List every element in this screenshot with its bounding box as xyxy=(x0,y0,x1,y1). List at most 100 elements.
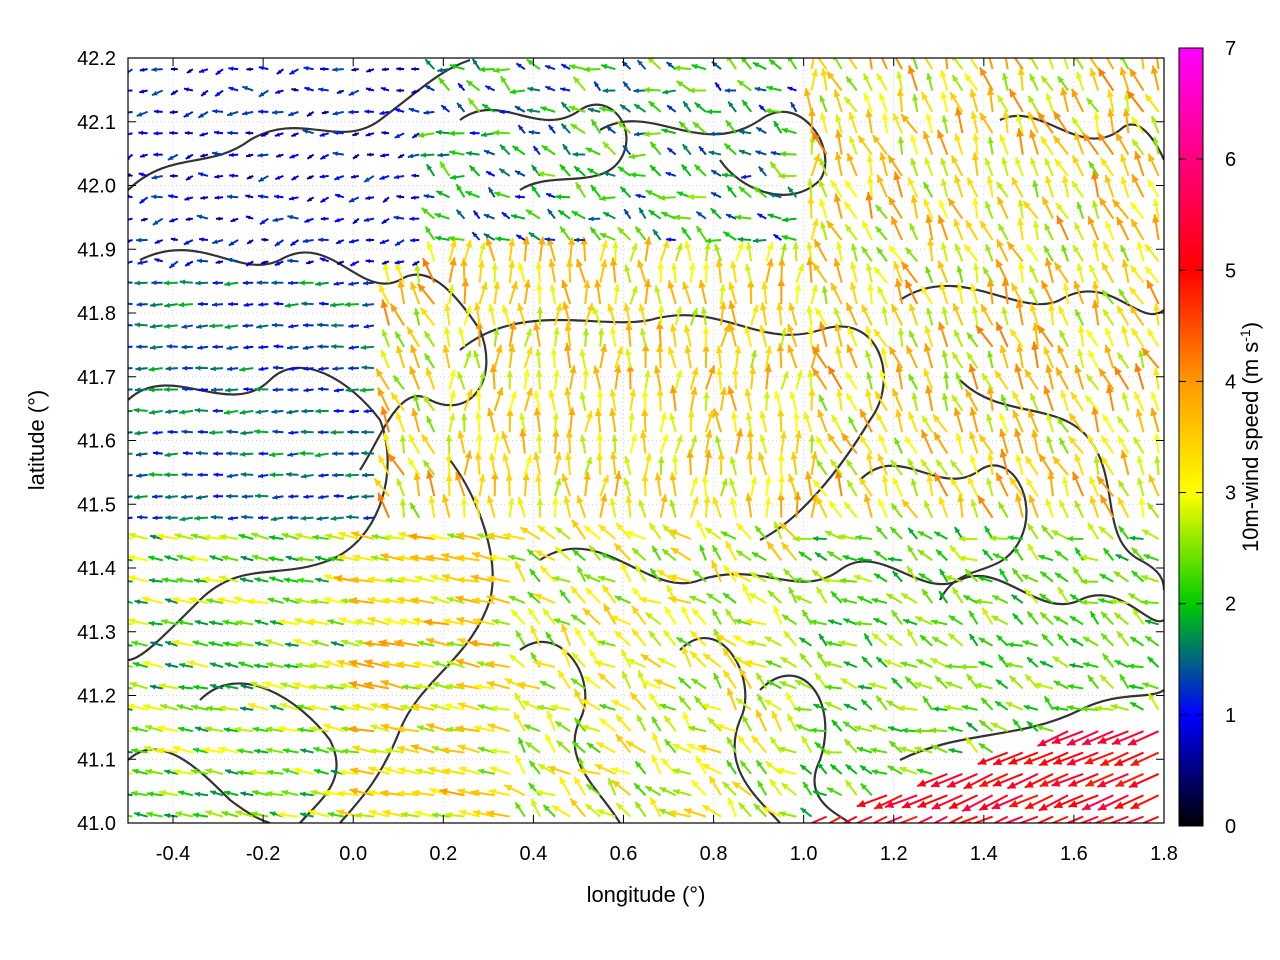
wind-arrow xyxy=(610,699,631,711)
wind-arrow xyxy=(136,473,148,478)
wind-arrow xyxy=(235,619,254,626)
wind-arrow xyxy=(954,107,964,134)
wind-arrow xyxy=(227,515,239,521)
wind-arrow xyxy=(843,660,858,669)
wind-arrow xyxy=(410,195,420,200)
wind-arrow xyxy=(208,620,224,626)
wind-arrow xyxy=(584,456,592,476)
wind-arrow xyxy=(1077,325,1085,347)
wind-arrow xyxy=(1116,216,1130,241)
wind-arrow xyxy=(674,434,683,454)
wind-arrow xyxy=(363,408,375,414)
wind-arrow xyxy=(381,260,390,265)
wind-arrow xyxy=(422,395,436,412)
wind-arrow xyxy=(427,766,450,775)
wind-arrow xyxy=(924,325,934,348)
wind-arrow xyxy=(764,475,772,497)
wind-arrow xyxy=(853,574,873,583)
wind-arrow xyxy=(128,793,133,797)
wind-arrow xyxy=(936,129,949,155)
wind-arrow xyxy=(455,471,466,497)
wind-arrow xyxy=(332,110,344,116)
wind-arrow xyxy=(726,736,737,754)
wind-arrow xyxy=(1068,772,1099,788)
wind-arrow xyxy=(215,259,224,265)
wind-arrow xyxy=(984,157,994,177)
wind-arrow xyxy=(234,810,254,818)
wind-arrow xyxy=(787,344,798,369)
wind-arrow xyxy=(181,386,193,392)
wind-arrow xyxy=(629,172,646,178)
wind-arrow xyxy=(163,323,178,329)
wind-arrow xyxy=(925,266,934,284)
wind-arrow xyxy=(704,409,714,433)
colorbar-label: 10m-wind speed (m s-1) xyxy=(1237,322,1263,552)
wind-arrow xyxy=(226,450,239,456)
wind-arrow xyxy=(966,351,979,369)
wind-arrow xyxy=(1074,453,1085,476)
wind-arrow xyxy=(332,67,344,73)
wind-arrow xyxy=(576,258,587,284)
wind-arrow xyxy=(411,173,420,178)
wind-arrow xyxy=(226,493,239,499)
wind-arrow xyxy=(1094,705,1114,712)
wind-arrow xyxy=(735,522,752,540)
wind-arrow xyxy=(615,522,632,540)
wind-arrow xyxy=(350,174,360,179)
wind-arrow xyxy=(254,641,269,647)
wind-arrow xyxy=(1081,706,1099,713)
wind-arrow xyxy=(614,364,622,390)
wind-arrow xyxy=(548,389,556,412)
wind-arrow xyxy=(569,365,577,390)
wind-arrow xyxy=(1084,394,1100,412)
wind-arrow xyxy=(214,174,224,179)
wind-arrow xyxy=(442,494,451,518)
wind-arrow xyxy=(1127,592,1145,604)
wind-arrow xyxy=(1030,157,1039,177)
wind-arrow xyxy=(411,407,421,433)
wind-arrow xyxy=(128,644,133,647)
wind-arrow xyxy=(270,516,284,522)
wind-arrow xyxy=(930,619,948,626)
wind-arrow xyxy=(1032,322,1040,347)
wind-arrow xyxy=(149,344,163,351)
wind-arrow xyxy=(400,704,420,711)
wind-arrow xyxy=(456,554,480,562)
wind-arrow xyxy=(167,153,179,161)
wind-arrow xyxy=(1045,175,1054,198)
wind-arrow xyxy=(648,630,662,647)
wind-arrow xyxy=(1074,364,1085,390)
wind-arrow xyxy=(506,370,513,390)
wind-arrow xyxy=(808,435,816,454)
wind-arrow xyxy=(274,239,284,247)
wind-arrow xyxy=(257,194,269,199)
wind-arrow xyxy=(809,619,827,626)
wind-arrow xyxy=(946,772,978,789)
wind-arrow xyxy=(758,452,768,476)
wind-arrow xyxy=(1071,155,1085,177)
wind-arrow xyxy=(152,217,164,226)
wind-arrow xyxy=(656,388,664,411)
wind-arrow xyxy=(128,622,133,626)
wind-arrow xyxy=(908,373,919,390)
wind-arrow xyxy=(181,324,194,329)
wind-arrow xyxy=(476,432,483,454)
wind-arrow xyxy=(898,705,918,712)
wind-arrow xyxy=(672,789,692,797)
wind-arrow xyxy=(1052,751,1084,765)
wind-arrow xyxy=(149,302,163,308)
wind-arrow xyxy=(720,478,728,497)
wind-arrow xyxy=(508,595,526,604)
wind-arrow xyxy=(379,174,390,181)
wind-arrow xyxy=(492,129,510,136)
wind-arrow xyxy=(941,115,949,134)
wind-arrow xyxy=(1011,176,1024,198)
wind-arrow xyxy=(625,495,633,518)
wind-arrow xyxy=(1016,113,1024,134)
wind-arrow xyxy=(1014,428,1024,454)
wind-arrow xyxy=(875,525,888,540)
wind-arrow xyxy=(629,285,638,305)
wind-arrow xyxy=(481,103,496,113)
wind-arrow xyxy=(226,257,239,263)
wind-arrow xyxy=(256,324,269,330)
